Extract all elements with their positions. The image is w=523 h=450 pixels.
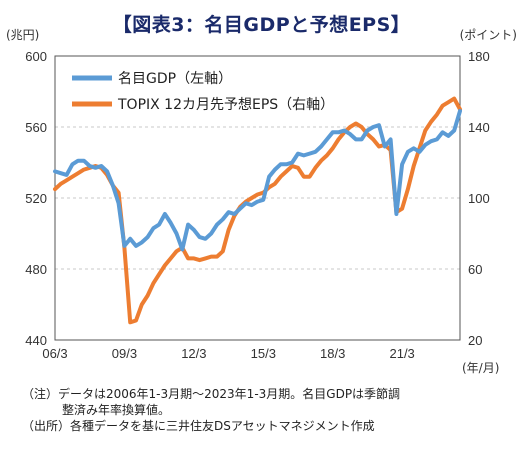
series-line-gdp <box>53 109 462 252</box>
right-tick-label: 60 <box>468 262 482 277</box>
footnotes: （注）データは2006年1-3月期～2023年1-3月期。名目GDPは季節調 整… <box>22 386 400 434</box>
chart-title: 【図表3：名目GDPと予想EPS】 <box>112 14 411 36</box>
legend-label: TOPIX 12カ月先予想EPS（右軸） <box>117 97 334 113</box>
note-line-3: （出所）各種データを基に三井住友DSアセットマネジメント作成 <box>22 419 375 433</box>
left-tick-label: 600 <box>25 49 47 64</box>
right-tick-label: 20 <box>468 333 482 348</box>
right-tick-label: 100 <box>468 191 490 206</box>
x-tick-label: 12/3 <box>181 346 206 361</box>
right-tick-label: 140 <box>468 120 490 135</box>
plot-frame <box>54 55 461 341</box>
x-tick-label: 09/3 <box>112 346 137 361</box>
legend: 名目GDP（左軸） TOPIX 12カ月先予想EPS（右軸） <box>72 71 334 113</box>
left-tick-label: 440 <box>25 333 47 348</box>
legend-label: 名目GDP（左軸） <box>118 71 232 87</box>
series-layer <box>53 96 462 325</box>
x-axis-unit: (年/月) <box>462 361 499 375</box>
series-line-eps <box>53 96 462 325</box>
x-tick-label: 18/3 <box>320 346 345 361</box>
note-line-2: 整済み年率換算値。 <box>62 403 171 417</box>
left-tick-label: 520 <box>25 191 47 206</box>
left-axis-unit: (兆円) <box>6 28 40 42</box>
right-tick-label: 180 <box>468 49 490 64</box>
x-tick-label: 21/3 <box>389 346 414 361</box>
right-axis-unit: (ポイント) <box>459 28 517 42</box>
x-tick-label: 15/3 <box>251 346 276 361</box>
axes: 440 480 520 560 600 20 60 100 140 180 06/3 09/3 12/3… <box>25 49 499 375</box>
left-tick-label: 480 <box>25 262 47 277</box>
note-line-1: （注）データは2006年1-3月期～2023年1-3月期。名目GDPは季節調 <box>22 387 401 401</box>
grid-lines <box>55 126 460 270</box>
x-tick-label: 06/3 <box>42 346 67 361</box>
left-tick-label: 560 <box>25 120 47 135</box>
